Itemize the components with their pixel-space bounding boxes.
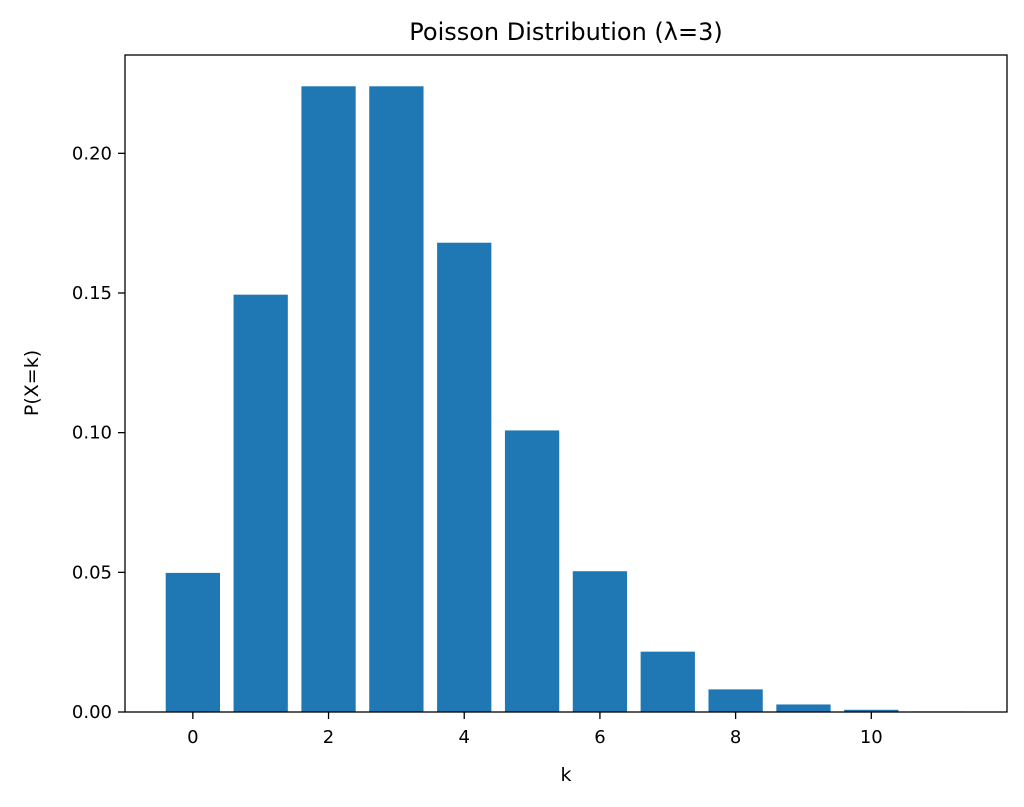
bar-k-2 (301, 86, 356, 713)
x-tick-label: 10 (860, 727, 883, 748)
bar-k-6 (572, 571, 628, 712)
x-tick-label: 6 (594, 727, 605, 748)
y-axis-ticks: 0.00 0.05 0.10 0.15 0.20 (72, 143, 125, 723)
x-tick-label: 0 (187, 727, 198, 748)
y-tick-label: 0.10 (72, 423, 112, 444)
y-tick-label: 0.00 (72, 702, 112, 723)
bar-k-10 (844, 709, 899, 712)
bar-k-7 (640, 651, 695, 712)
bar-k-9 (776, 704, 831, 712)
bar-k-3 (369, 86, 424, 713)
y-tick-label: 0.15 (72, 283, 112, 304)
x-tick-label: 2 (323, 727, 334, 748)
x-axis-label: k (560, 764, 571, 786)
y-tick-label: 0.20 (72, 143, 112, 164)
x-tick-label: 8 (730, 727, 741, 748)
axes-frame (124, 54, 1008, 713)
y-axis-label: P(X=k) (21, 350, 43, 416)
bar-series (165, 86, 967, 713)
x-axis-ticks: 0 2 4 6 8 10 (187, 712, 883, 748)
bar-k-5 (504, 430, 560, 712)
bar-k-1 (233, 294, 288, 712)
bar-k-4 (437, 242, 492, 712)
bar-k-0 (165, 572, 220, 712)
bar-k-8 (708, 689, 763, 712)
chart-title: Poisson Distribution (λ=3) (409, 18, 722, 46)
x-tick-label: 4 (459, 727, 470, 748)
y-tick-label: 0.05 (72, 562, 112, 583)
